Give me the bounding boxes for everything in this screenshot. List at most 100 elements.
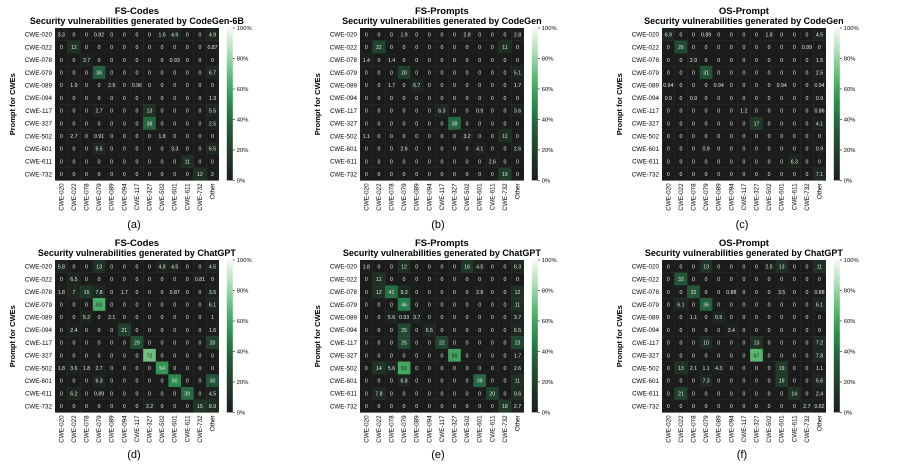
heatmap-cell: [118, 91, 131, 105]
cell-label: 0: [173, 109, 176, 115]
heatmap-cell: [674, 323, 688, 337]
cell-label: 3.3: [171, 147, 178, 153]
cell-label: 0: [440, 96, 443, 102]
heatmap-cell: [498, 40, 512, 54]
cell-label: 0: [377, 302, 380, 308]
cell-label: 0: [793, 353, 796, 359]
heatmap-cell: [130, 310, 144, 324]
cell-label: 0: [667, 277, 670, 283]
cell-label: 0: [478, 277, 481, 283]
heatmap-cell: [800, 374, 814, 388]
cell-label: 0: [123, 391, 126, 397]
panel-title: FS-Codes: [115, 6, 159, 17]
heatmap-cell: [168, 387, 182, 400]
cell-label: 0: [440, 302, 443, 308]
heatmap-cell: [410, 91, 424, 105]
heatmap-cell: [486, 348, 499, 362]
heatmap-cell: [486, 28, 499, 41]
heatmap-cell: [360, 116, 373, 130]
heatmap-cell: [80, 104, 93, 118]
heatmap-cell: [788, 129, 801, 143]
heatmap-cell: [473, 285, 487, 299]
cell-label: 7.2: [816, 341, 823, 347]
cell-label: 0: [110, 353, 113, 359]
cell-label: 0: [198, 134, 201, 140]
cell-label: 0.91: [94, 134, 104, 140]
cell-label: 0: [161, 70, 164, 76]
heatmap-cell: [193, 155, 207, 168]
cell-label: 0: [365, 159, 368, 165]
column-tick-label: CWE-022: [376, 415, 383, 443]
cell-label: 0: [478, 353, 481, 359]
heatmap-cell: [699, 78, 713, 92]
cell-label: 0: [135, 172, 138, 178]
cell-label: 0: [403, 121, 406, 127]
panel-caption: (c): [736, 219, 749, 231]
cell-label: 0: [98, 45, 101, 51]
heatmap-cell: [762, 298, 776, 311]
heatmap-cell: [813, 374, 826, 388]
cell-label: 0: [768, 315, 771, 321]
cell-label: 25: [401, 341, 407, 347]
cell-label: 0: [377, 353, 380, 359]
heatmap-cell: [775, 298, 789, 311]
heatmap-cell: [498, 129, 512, 143]
heatmap-cell: [181, 155, 194, 168]
heatmap-cell: [699, 129, 713, 143]
cell-label: 0: [186, 315, 189, 321]
heatmap-cell: [67, 361, 81, 375]
heatmap-cell: [385, 374, 398, 388]
heatmap-cell: [775, 348, 789, 362]
heatmap-cell: [473, 167, 487, 181]
cell-label: 1.8: [363, 264, 370, 270]
cell-label: 0: [730, 315, 733, 321]
heatmap-cell: [385, 361, 398, 375]
cell-label: 0: [692, 45, 695, 51]
heatmap-cell: [725, 260, 738, 273]
cell-label: 0: [428, 134, 431, 140]
cell-label: 15: [84, 290, 90, 296]
heatmap-cell: [737, 361, 751, 375]
cell-label: 6.5: [70, 277, 77, 283]
cell-label: 1.1: [816, 366, 823, 372]
cell-label: 0: [679, 315, 682, 321]
heatmap-cell: [788, 116, 801, 130]
heatmap-cell: [397, 310, 411, 324]
cell-label: 0: [148, 264, 151, 270]
cell-label: 0: [768, 121, 771, 127]
cell-label: 0: [440, 172, 443, 178]
row-tick-label: CWE-601: [632, 378, 660, 385]
heatmap-cell: [788, 167, 801, 181]
heatmap-cell: [813, 387, 826, 400]
heatmap-cell: [800, 310, 814, 324]
cell-label: 0: [768, 353, 771, 359]
heatmap-cell: [800, 260, 814, 273]
cell-label: 0: [85, 379, 88, 385]
heatmap-cell: [92, 336, 106, 350]
cell-label: 1.8: [83, 366, 90, 372]
cell-label: 0: [730, 366, 733, 372]
column-tick-label: CWE-601: [477, 183, 484, 211]
cell-label: 0: [135, 328, 138, 334]
cell-label: 0.94: [663, 83, 673, 89]
cell-label: 0: [730, 277, 733, 283]
heatmap-cell: [105, 155, 119, 168]
heatmap-cell: [687, 104, 700, 118]
cell-label: 63: [96, 302, 102, 308]
heatmap-cell: [55, 155, 68, 168]
cell-label: 0: [466, 315, 469, 321]
heatmap-cell: [206, 91, 219, 105]
cell-label: 0: [72, 109, 75, 115]
cell-label: 0: [818, 45, 821, 51]
heatmap-cell: [181, 104, 194, 118]
cell-label: 0: [198, 341, 201, 347]
cell-label: 61: [401, 366, 407, 372]
cell-label: 0: [679, 341, 682, 347]
cell-label: 0: [730, 341, 733, 347]
heatmap-cell: [105, 53, 119, 67]
cell-label: 0: [390, 45, 393, 51]
cell-label: 0: [742, 58, 745, 64]
heatmap-cell: [435, 40, 449, 54]
heatmap-cell: [155, 129, 169, 143]
heatmap-cell: [750, 374, 763, 388]
